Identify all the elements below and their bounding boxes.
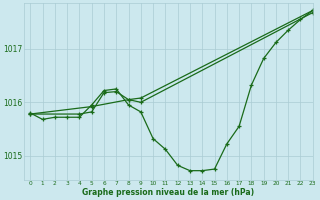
- X-axis label: Graphe pression niveau de la mer (hPa): Graphe pression niveau de la mer (hPa): [82, 188, 254, 197]
